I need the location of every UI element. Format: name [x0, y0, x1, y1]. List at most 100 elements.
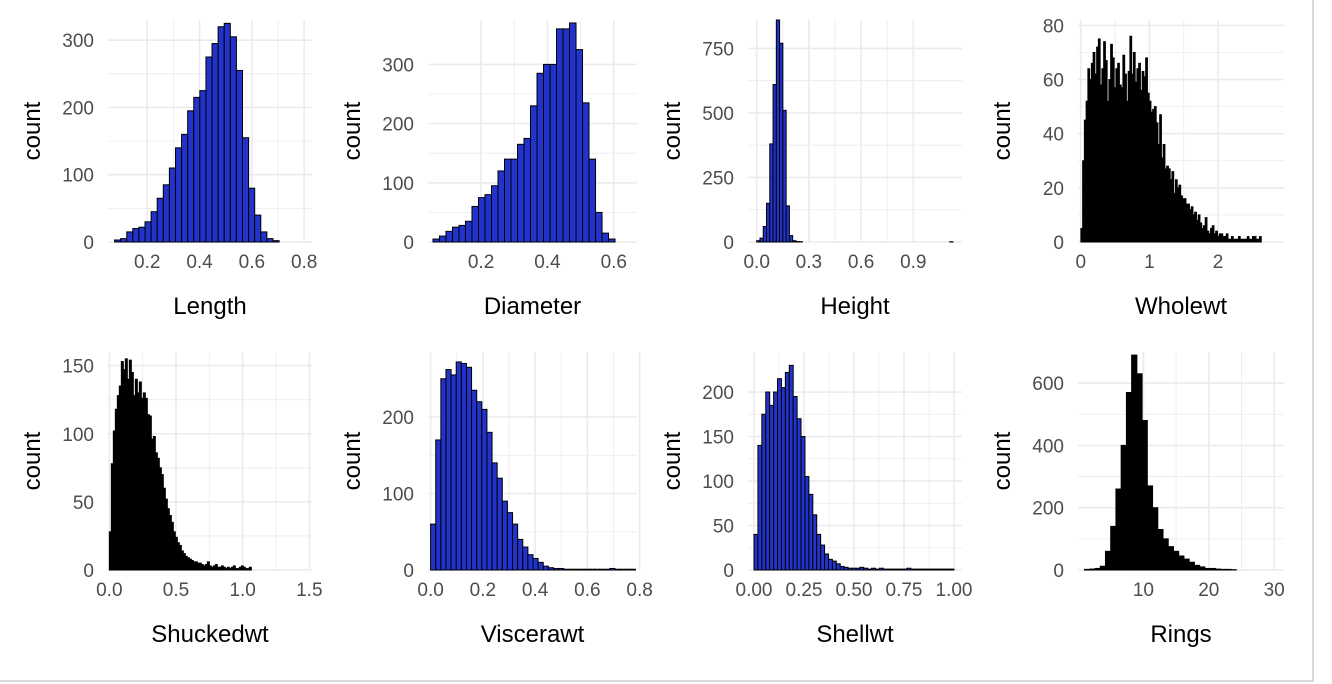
histogram-bar [1172, 550, 1180, 571]
x-tick-label: 0.00 [736, 580, 773, 601]
y-tick-label: 40 [1043, 125, 1064, 146]
histogram-bar [1193, 564, 1201, 571]
y-tick-label: 80 [1043, 16, 1064, 37]
x-axis-title: Shellwt [816, 621, 894, 648]
x-axis-title: Wholewt [1135, 293, 1227, 320]
x-tick-label: 0.6 [601, 252, 627, 273]
histogram-bar [1167, 546, 1174, 571]
histogram-bar [1258, 236, 1262, 243]
y-tick-label: 600 [1032, 374, 1064, 395]
histogram-bar [910, 568, 916, 571]
histogram-bar [784, 371, 790, 571]
y-tick-label: 0 [403, 561, 414, 582]
histogram-bar [918, 568, 924, 571]
histogram-bar [512, 523, 519, 571]
histogram-bar [863, 567, 869, 571]
x-tick-label: 0.2 [470, 580, 496, 601]
y-tick-label: 300 [382, 55, 414, 76]
histogram-bar [205, 56, 213, 243]
histogram-bar [144, 221, 152, 243]
y-tick-label: 0 [403, 233, 414, 254]
histogram-bar [1225, 568, 1232, 571]
x-tick-label: 0.4 [522, 580, 549, 601]
histogram-bar [588, 568, 595, 571]
x-axis-title: Length [173, 293, 246, 320]
histogram-bar [593, 568, 601, 571]
histogram-bar [773, 391, 779, 571]
histogram-bar [504, 158, 512, 243]
histogram-bar [933, 568, 939, 571]
histogram-bar [435, 439, 442, 571]
y-tick-label: 250 [702, 168, 734, 189]
histogram-bar [1099, 565, 1106, 571]
histogram-bar [445, 369, 452, 571]
histogram-bar [816, 533, 822, 571]
y-axis-title: count [989, 431, 1016, 490]
histogram-bar [266, 238, 274, 243]
histogram-bar [573, 568, 580, 571]
histogram-bar [532, 558, 539, 571]
y-tick-label: 100 [702, 472, 734, 493]
histogram-bar [553, 567, 560, 571]
x-tick-label: 0.5 [163, 580, 189, 601]
histogram-bar [886, 568, 892, 571]
histogram-bar [562, 28, 571, 243]
histogram-bar [753, 533, 759, 571]
histogram-bar [812, 514, 818, 571]
histogram-bar [624, 568, 631, 571]
histogram-bar [761, 413, 767, 571]
histogram-bar [556, 28, 564, 243]
y-tick-label: 50 [713, 517, 734, 538]
histogram-bar [1204, 217, 1208, 243]
histogram-bar [890, 568, 896, 571]
histogram-bar [855, 567, 861, 571]
histogram-bar [875, 568, 880, 571]
x-tick-label: 1 [1144, 252, 1155, 273]
y-tick-label: 200 [382, 115, 414, 136]
histogram-bar [193, 96, 201, 243]
histogram-bar [254, 214, 262, 243]
histogram-bar [582, 102, 590, 243]
histogram-bar [568, 568, 575, 571]
histogram-bar [235, 69, 244, 243]
histogram-bar [223, 22, 231, 243]
histogram-bar [522, 546, 529, 571]
y-axis-title: count [339, 431, 366, 490]
histogram-bar [132, 228, 140, 243]
histogram-bar [1152, 507, 1159, 571]
histogram-bar [929, 568, 935, 571]
histogram-bar [1141, 420, 1148, 571]
histogram-bar [839, 565, 845, 571]
x-axis-title: Rings [1150, 621, 1211, 648]
histogram-bar [827, 558, 833, 571]
histogram-bar [604, 568, 611, 571]
histogram-bar [138, 226, 146, 243]
x-tick-label: 20 [1198, 580, 1219, 601]
x-tick-label: 0.0 [743, 252, 769, 273]
y-tick-label: 200 [1032, 499, 1064, 520]
histogram-bar [831, 560, 837, 571]
y-tick-label: 0 [1053, 561, 1064, 582]
histogram-bar [211, 43, 219, 243]
histogram-bar [1225, 233, 1229, 243]
histogram-bar [477, 197, 486, 243]
histogram-bar [547, 567, 555, 571]
histogram-bar [451, 226, 460, 243]
histogram-bar [859, 566, 865, 571]
histogram-bar [780, 387, 786, 571]
histogram-bar [272, 240, 280, 243]
y-tick-label: 100 [382, 485, 414, 506]
y-tick-label: 300 [62, 31, 94, 52]
histogram-bar [549, 63, 558, 243]
histogram-bar [150, 211, 158, 243]
histogram-bar [937, 568, 943, 571]
histogram-bar [1214, 568, 1222, 571]
histogram-bar [432, 238, 440, 243]
histogram-bar [1131, 354, 1138, 571]
x-tick-label: 1.0 [229, 580, 255, 601]
histogram-bar [851, 567, 857, 571]
histogram-bar [484, 194, 492, 243]
histogram-bar [490, 185, 499, 243]
histogram-bar [804, 476, 810, 571]
